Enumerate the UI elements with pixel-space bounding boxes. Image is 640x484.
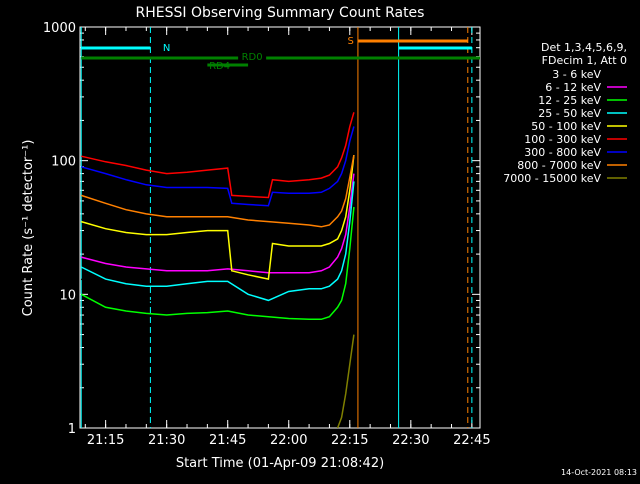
annotation-label-n: N [163, 43, 170, 54]
legend-label: 3 - 6 keV [552, 68, 601, 81]
legend-label: 12 - 25 keV [538, 94, 601, 107]
legend-label: 800 - 7000 keV [517, 159, 601, 172]
y-axis-label: Count Rate (s⁻¹ detector⁻¹) [21, 140, 36, 317]
legend-label: 100 - 300 keV [524, 133, 601, 146]
annotation-label-rd4: RD4 [209, 61, 230, 72]
series-line [80, 126, 355, 207]
legend-label: 300 - 800 keV [524, 146, 601, 159]
x-axis-label: Start Time (01-Apr-09 21:08:42) [176, 456, 384, 471]
annotation-label-rd0: RD0 [242, 52, 263, 63]
y-tick-label: 100 [51, 155, 76, 170]
legend-label: 6 - 12 keV [545, 81, 601, 94]
timestamp: 14-Oct-2021 08:13 [561, 468, 637, 477]
annotation-label-bg [238, 50, 267, 62]
x-tick-label: 21:15 [87, 433, 124, 448]
x-tick-label: 22:30 [392, 433, 429, 448]
chart-title: RHESSI Observing Summary Count Rates [136, 5, 425, 21]
x-tick-label: 22:15 [331, 433, 368, 448]
series-line [80, 190, 355, 316]
series-line [336, 334, 355, 429]
y-tick-label: 10 [59, 288, 76, 303]
legend-label: 7000 - 15000 keV [503, 172, 601, 185]
series-line [80, 181, 355, 302]
x-tick-label: 21:45 [209, 433, 246, 448]
legend-label: 25 - 50 keV [538, 107, 601, 120]
legend-label: 50 - 100 keV [531, 120, 601, 133]
annotation-label-s: S [347, 36, 353, 47]
x-tick-label: 22:45 [453, 433, 490, 448]
legend-header-1: Det 1,3,4,5,6,9, [541, 41, 627, 54]
x-tick-label: 22:00 [270, 433, 307, 448]
series-line [80, 154, 355, 228]
plot-frame [79, 26, 481, 429]
legend-header-2: FDecim 1, Att 0 [542, 54, 627, 67]
series-line [80, 206, 355, 321]
y-tick-label: 1 [68, 422, 76, 437]
series-line [80, 155, 355, 281]
x-tick-label: 21:30 [148, 433, 185, 448]
series-line [81, 112, 355, 199]
y-tick-label: 1000 [43, 21, 76, 36]
